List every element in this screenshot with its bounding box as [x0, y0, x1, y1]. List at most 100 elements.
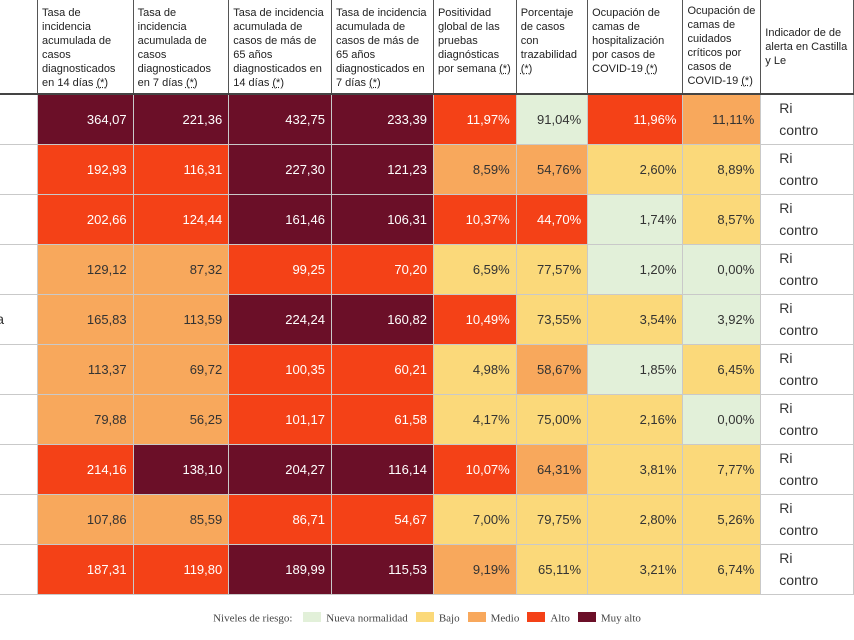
- footnote-marker[interactable]: (*): [645, 63, 658, 75]
- alert-status-cell: Ri contro: [760, 343, 854, 395]
- alert-status-line: contro: [779, 322, 819, 338]
- column-header-text: Porcentaje de casos con trazabilidad: [520, 7, 577, 61]
- footnote-marker[interactable]: (*): [272, 77, 284, 89]
- table-row: dolid214,16138,10204,27116,1410,07%64,31…: [0, 443, 854, 495]
- indicator-cell-medio: 113,59: [132, 293, 230, 345]
- indicator-cell-bajo: 8,89%: [682, 143, 762, 195]
- legend-label: Alto: [550, 612, 570, 625]
- indicator-cell-muy-alto: 160,82: [331, 293, 434, 345]
- column-header-text: Tasa de incidencia acumulada de casos di…: [137, 7, 212, 89]
- indicator-cell-alto: 99,25: [228, 243, 332, 295]
- table-row: lla y187,31119,80189,99115,539,19%65,11%…: [0, 543, 854, 595]
- indicator-cell-medio: 11,11%: [682, 94, 762, 145]
- indicator-cell-medio: 56,25: [132, 393, 230, 445]
- indicator-cell-bajo: 3,21%: [587, 543, 684, 595]
- legend-title: Niveles de riesgo:: [213, 612, 293, 625]
- risk-table: ciaTasa de incidencia acumulada de casos…: [0, 0, 854, 595]
- legend-swatch-bajo: [415, 612, 434, 623]
- column-header-4: Tasa de incidencia acumulada de casos de…: [331, 0, 434, 94]
- indicator-cell-alto: 116,31: [132, 143, 230, 195]
- alert-status-line: Ri: [779, 550, 793, 566]
- indicator-cell-bajo: 7,77%: [682, 443, 762, 495]
- indicator-cell-alto: 70,20: [331, 243, 434, 295]
- indicator-cell-muy-alto: 115,53: [331, 543, 434, 595]
- table-row: via113,3769,72100,3560,214,98%58,67%1,85…: [0, 343, 854, 395]
- alert-status-cell: Ri contro: [760, 493, 854, 545]
- table-row: ncia129,1287,3299,2570,206,59%77,57%1,20…: [0, 243, 854, 295]
- indicator-cell-alto: 100,35: [228, 343, 332, 395]
- indicator-cell-alto: 60,21: [331, 343, 434, 395]
- alert-status-cell: Ri contro: [760, 143, 854, 195]
- indicator-cell-bajo: 3,54%: [587, 293, 684, 345]
- footnote-marker[interactable]: (*): [96, 77, 109, 89]
- province-cell: a: [0, 393, 39, 445]
- indicator-cell-alto: 11,97%: [432, 94, 517, 145]
- legend-swatch-nueva: [303, 612, 322, 623]
- indicator-cell-bajo: 77,57%: [515, 243, 589, 295]
- indicator-cell-bajo: 4,98%: [432, 343, 517, 395]
- indicator-cell-nueva: 0,00%: [682, 393, 762, 445]
- alert-status-cell: Ri contro: [760, 243, 854, 295]
- indicator-cell-muy-alto: 432,75: [228, 94, 332, 145]
- footnote-marker[interactable]: (*): [499, 63, 511, 75]
- indicator-cell-medio: 58,67%: [515, 343, 589, 395]
- alert-status-cell: Ri contro: [760, 543, 854, 595]
- province-cell: ncia: [0, 243, 39, 295]
- indicator-cell-medio: 8,59%: [432, 143, 517, 195]
- indicator-cell-medio: 64,31%: [515, 443, 589, 495]
- alert-status-line: Ri: [779, 450, 793, 466]
- table-row: 364,07 221,36 432,75 233,39 11,97% 91,04% 11,9…: [0, 94, 854, 145]
- legend-swatch-muy-alto: [577, 612, 596, 623]
- indicator-cell-muy-alto: 106,31: [331, 193, 434, 245]
- indicator-cell-medio: 9,19%: [432, 543, 517, 595]
- indicator-cell-muy-alto: 227,30: [228, 143, 332, 195]
- indicator-cell-medio: 69,72: [132, 343, 230, 395]
- indicator-cell-alto: 10,37%: [432, 193, 517, 245]
- column-header-6: Porcentaje de casos con trazabilidad (*): [515, 0, 589, 94]
- legend-label: Muy alto: [600, 612, 641, 625]
- indicator-cell-nueva: 91,04%: [515, 94, 589, 145]
- indicator-cell-alto: 187,31: [37, 543, 134, 595]
- footnote-marker[interactable]: (*): [369, 77, 381, 89]
- alert-status-line: Ri: [779, 100, 793, 117]
- indicator-cell-muy-alto: 138,10: [132, 443, 230, 495]
- risk-legend: Niveles de riesgo: Nueva normalidad Bajo M…: [0, 612, 854, 624]
- alert-status-line: contro: [779, 372, 819, 388]
- indicator-cell-bajo: 79,75%: [515, 493, 589, 545]
- column-header-2: Tasa de incidencia acumulada de casos di…: [132, 0, 230, 94]
- footnote-marker[interactable]: (*): [520, 63, 533, 75]
- alert-status-line: Ri: [779, 250, 793, 266]
- column-header-text: Positividad global de las pruebas diagnó…: [437, 7, 500, 75]
- indicator-cell-alto: 86,71: [228, 493, 332, 545]
- indicator-cell-medio: 129,12: [37, 243, 134, 295]
- table-header-row: ciaTasa de incidencia acumulada de casos…: [0, 0, 854, 94]
- footnote-marker[interactable]: (*): [185, 77, 198, 89]
- indicator-cell-bajo: 2,60%: [587, 143, 684, 195]
- indicator-cell-alto: 119,80: [132, 543, 230, 595]
- table-row: manca165,83113,59224,24160,8210,49%73,55…: [0, 293, 854, 345]
- column-header-1: Tasa de incidencia acumulada de casos di…: [37, 0, 134, 94]
- indicator-cell-nueva: 1,74%: [587, 193, 684, 245]
- indicator-cell-muy-alto: 233,39: [331, 94, 434, 145]
- province-cell: manca: [0, 293, 39, 345]
- indicator-cell-alto: 11,96%: [587, 94, 684, 145]
- indicator-cell-muy-alto: 364,07: [37, 94, 134, 145]
- column-header-8: Ocupación de camas de cuidados críticos …: [682, 0, 762, 94]
- alert-status-cell: Ri contro: [760, 293, 854, 345]
- alert-status-cell: Ri contro: [760, 443, 854, 495]
- alert-status-line: contro: [779, 222, 819, 238]
- indicator-cell-alto: 44,70%: [515, 193, 589, 245]
- alert-status-line: Ri: [779, 500, 793, 516]
- column-header-text: Tasa de incidencia acumulada de casos di…: [42, 7, 116, 89]
- indicator-cell-medio: 54,76%: [515, 143, 589, 195]
- indicator-cell-alto: 61,58: [331, 393, 434, 445]
- table-row: ora107,8685,5986,7154,677,00%79,75%2,80%…: [0, 493, 854, 545]
- indicator-cell-medio: 165,83: [37, 293, 134, 345]
- legend-swatch-medio: [467, 612, 486, 623]
- column-header-7: Ocupación de camas de hospitalización po…: [587, 0, 684, 94]
- indicator-cell-muy-alto: 189,99: [228, 543, 332, 595]
- legend-swatch-alto: [527, 612, 546, 623]
- footnote-marker[interactable]: (*): [741, 75, 753, 87]
- indicator-cell-bajo: 6,59%: [432, 243, 517, 295]
- legend-label: Bajo: [438, 612, 460, 625]
